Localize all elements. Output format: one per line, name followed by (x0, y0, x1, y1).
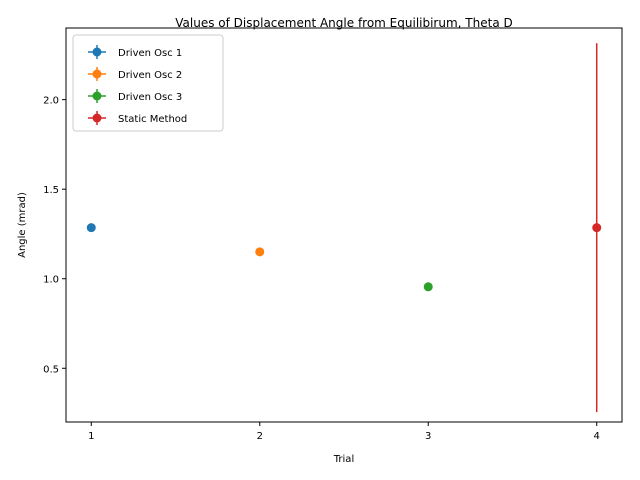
legend-marker (92, 91, 102, 101)
data-point (255, 247, 265, 257)
data-point (592, 223, 602, 233)
y-axis-ticks: 0.5 1.0 1.5 2.0 (43, 96, 66, 375)
plot-marks (86, 43, 602, 413)
y-axis-label: Angle (mrad) (17, 192, 28, 258)
legend-label: Driven Osc 2 (118, 70, 182, 81)
legend: Driven Osc 1 Driven Osc 2 Driven Osc 3 Stat… (72, 34, 224, 132)
x-tick-label: 4 (594, 431, 600, 442)
x-axis-label: Trial (333, 454, 354, 465)
x-axis-ticks: 1 2 3 4 (88, 422, 600, 442)
legend-box (72, 34, 224, 132)
plot-frame (65, 27, 623, 423)
y-tick-label: 2.0 (43, 96, 59, 107)
legend-marker (92, 113, 102, 123)
legend-label: Driven Osc 3 (118, 92, 182, 103)
data-point (86, 223, 96, 233)
legend-marker (92, 69, 102, 79)
y-tick-label: 1.0 (43, 275, 59, 286)
y-tick-label: 0.5 (43, 364, 59, 375)
legend-label: Driven Osc 1 (118, 48, 182, 59)
chart-title: Values of Displacement Angle from Equili… (175, 16, 512, 30)
x-tick-label: 3 (425, 431, 431, 442)
legend-marker (92, 47, 102, 57)
x-tick-label: 1 (88, 431, 94, 442)
legend-label: Static Method (118, 114, 187, 125)
y-tick-label: 1.5 (43, 185, 59, 196)
data-point (423, 282, 433, 292)
x-tick-label: 2 (257, 431, 263, 442)
